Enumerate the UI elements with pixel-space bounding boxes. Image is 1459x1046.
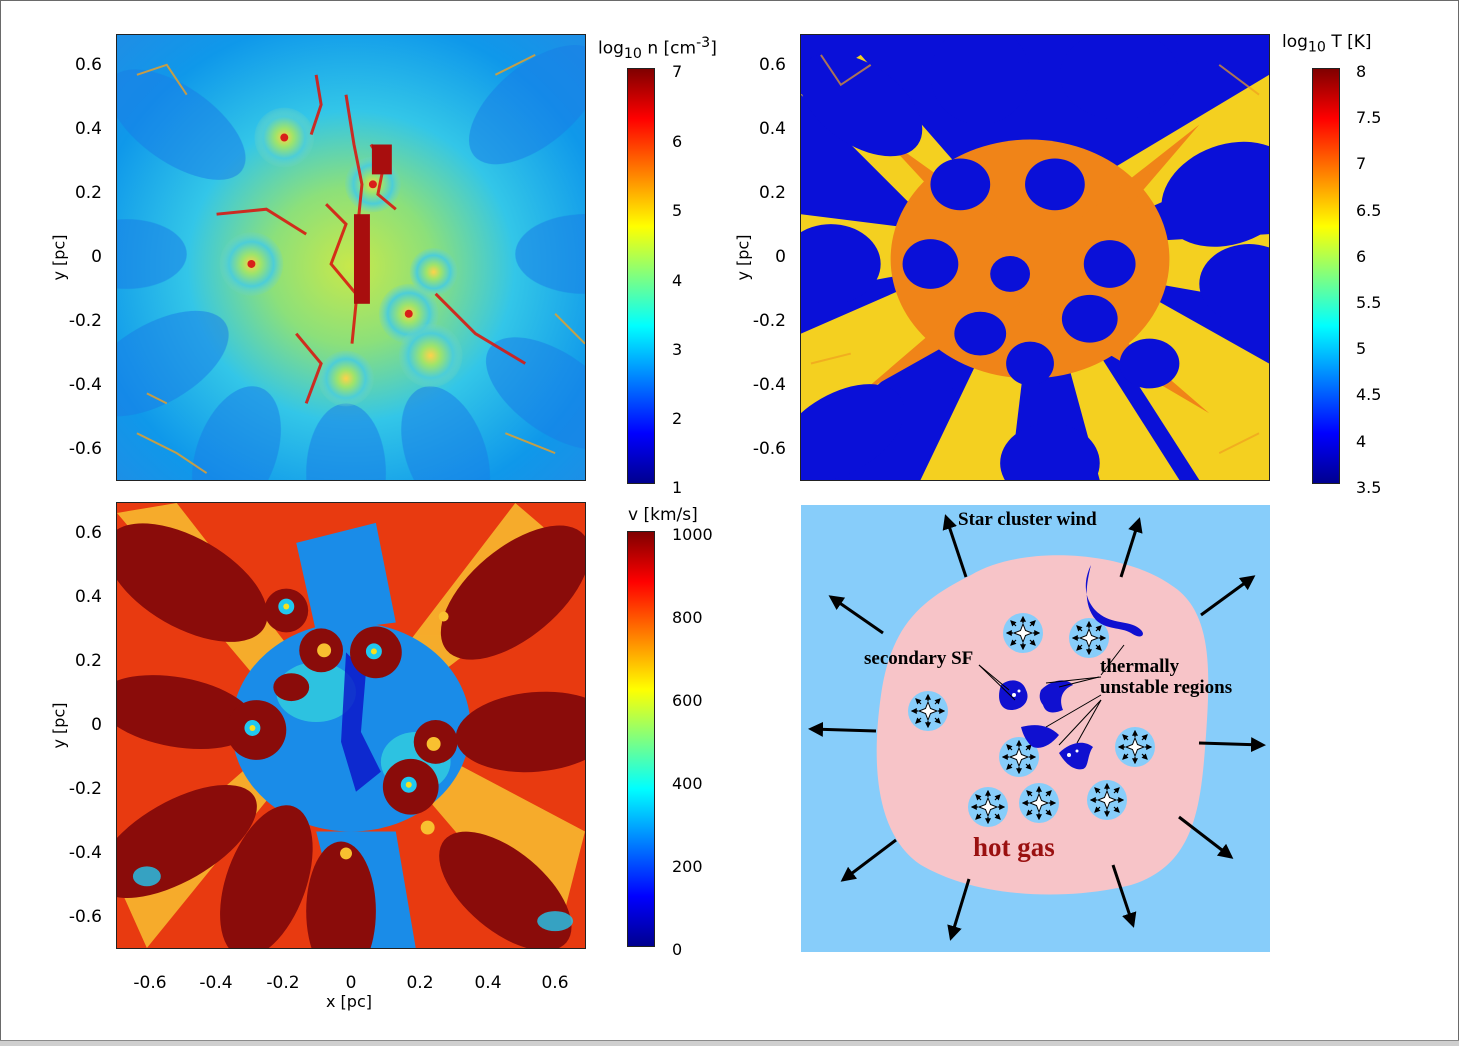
velocity-ytick: 0.2 [74, 651, 102, 671]
velocity-colorbar [627, 531, 655, 947]
label-secondary-sf: secondary SF [864, 648, 974, 669]
velocity-map-svg [117, 503, 585, 948]
velocity-ytick: -0.4 [68, 843, 102, 863]
velocity-cb-tick: 800 [672, 608, 703, 627]
density-map-svg [117, 35, 585, 480]
density-cb-tick: 7 [672, 62, 683, 81]
density-colorbar [627, 68, 655, 484]
density-ytick: 0.4 [74, 119, 102, 139]
density-ytick: 0.6 [74, 55, 102, 75]
temperature-colorbar [1312, 68, 1340, 484]
temperature-cb-tick: 6 [1356, 247, 1367, 266]
velocity-ytick: 0.6 [74, 523, 102, 543]
schematic-svg [808, 514, 1266, 941]
temperature-ylabel: y [pc] [733, 234, 753, 281]
density-cb-tick: 4 [672, 271, 683, 290]
density-cb-tick: 3 [672, 340, 683, 359]
schematic-title: Star cluster wind [958, 509, 1097, 530]
velocity-cb-tick: 0 [672, 940, 683, 959]
temperature-cb-tick: 3.5 [1356, 478, 1382, 497]
label-unstable-regions: unstable regions [1100, 677, 1233, 698]
clump-stars [1012, 689, 1079, 757]
density-ylabel: y [pc] [49, 234, 69, 281]
velocity-ytick: -0.6 [68, 907, 102, 927]
label-leaders [978, 644, 1125, 746]
temperature-map [800, 34, 1270, 481]
velocity-cb-tick: 200 [672, 857, 703, 876]
temperature-map-svg [801, 35, 1269, 480]
velocity-map [116, 502, 586, 949]
label-thermally: thermally [1100, 656, 1180, 677]
window-bottom-edge [0, 1040, 1459, 1046]
temperature-cb-tick: 5.5 [1356, 293, 1382, 312]
velocity-xtick: 0.6 [541, 973, 569, 993]
velocity-xlabel: x [pc] [326, 992, 372, 1011]
temperature-colorbar-title: log10 T [K] [1282, 32, 1372, 56]
temperature-ytick: -0.2 [752, 311, 786, 331]
temperature-ytick: -0.4 [752, 375, 786, 395]
velocity-cb-tick: 1000 [672, 525, 713, 544]
velocity-cb-tick: 400 [672, 774, 703, 793]
hot-gas-region [876, 555, 1209, 895]
density-cb-tick: 5 [672, 201, 683, 220]
temperature-ytick: 0.4 [758, 119, 786, 139]
wind-arrows [808, 514, 1266, 941]
velocity-ylabel: y [pc] [49, 702, 69, 749]
temperature-cb-tick: 4 [1356, 432, 1367, 451]
velocity-xtick: 0 [345, 973, 357, 993]
label-hot-gas: hot gas [973, 832, 1055, 862]
temperature-cb-tick: 7 [1356, 154, 1367, 173]
density-ytick: 0 [91, 247, 102, 267]
density-ytick: -0.4 [68, 375, 102, 395]
temperature-cb-tick: 8 [1356, 62, 1367, 81]
density-ytick: -0.6 [68, 439, 102, 459]
velocity-xtick: -0.6 [133, 973, 167, 993]
velocity-cb-tick: 600 [672, 691, 703, 710]
temperature-cb-tick: 7.5 [1356, 108, 1382, 127]
temperature-cb-tick: 4.5 [1356, 385, 1382, 404]
temperature-ytick: 0.2 [758, 183, 786, 203]
density-map [116, 34, 586, 481]
velocity-colorbar-title: v [km/s] [628, 505, 698, 525]
velocity-ytick: -0.2 [68, 779, 102, 799]
density-ytick: 0.2 [74, 183, 102, 203]
density-cb-tick: 1 [672, 478, 683, 497]
temperature-cb-tick: 6.5 [1356, 201, 1382, 220]
velocity-xtick: 0.2 [406, 973, 434, 993]
schematic-diagram [801, 505, 1270, 952]
velocity-xtick: 0.4 [474, 973, 502, 993]
density-cb-tick: 6 [672, 132, 683, 151]
density-cb-tick: 2 [672, 409, 683, 428]
velocity-ytick: 0 [91, 715, 102, 735]
temperature-ytick: 0.6 [758, 55, 786, 75]
velocity-xtick: -0.2 [266, 973, 300, 993]
velocity-ytick: 0.4 [74, 587, 102, 607]
temperature-cb-tick: 5 [1356, 339, 1367, 358]
temperature-ytick: -0.6 [752, 439, 786, 459]
density-ytick: -0.2 [68, 311, 102, 331]
temperature-ytick: 0 [775, 247, 786, 267]
velocity-xtick: -0.4 [199, 973, 233, 993]
density-colorbar-title: log10 n [cm-3] [598, 35, 717, 63]
